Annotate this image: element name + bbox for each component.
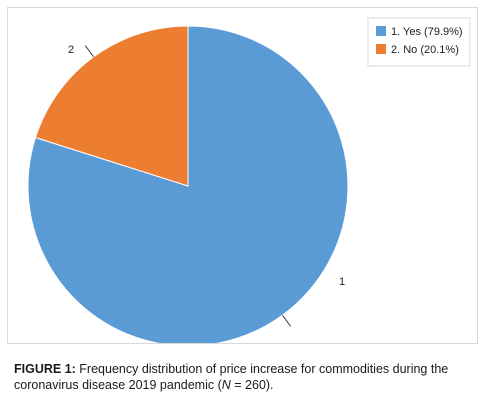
slice-label-no: 2 <box>68 44 74 56</box>
caption-n-symbol: N <box>221 378 231 392</box>
slice-label-yes: 1 <box>339 276 345 288</box>
legend-entry-yes: 1. Yes (79.9%) <box>391 26 463 38</box>
caption-text: Frequency distribution of price increase… <box>14 362 449 392</box>
leader-line-yes <box>282 314 292 327</box>
leader-lines <box>84 45 292 327</box>
pie-slices <box>27 25 349 343</box>
legend-swatch-no <box>376 44 386 54</box>
chart-frame: 1 2 1. Yes (79.9%) 2. No (20.1%) <box>7 7 478 344</box>
legend-entry-no: 2. No (20.1%) <box>391 44 459 56</box>
leader-line-no <box>84 45 94 58</box>
caption-label: FIGURE 1: <box>14 362 76 376</box>
figure-caption: FIGURE 1: Frequency distribution of pric… <box>14 361 480 393</box>
caption-text-end: = 260). <box>230 378 274 392</box>
legend: 1. Yes (79.9%) 2. No (20.1%) <box>367 17 471 67</box>
pie-chart: 1 2 1. Yes (79.9%) 2. No (20.1%) <box>27 17 471 343</box>
legend-swatch-yes <box>376 26 386 36</box>
